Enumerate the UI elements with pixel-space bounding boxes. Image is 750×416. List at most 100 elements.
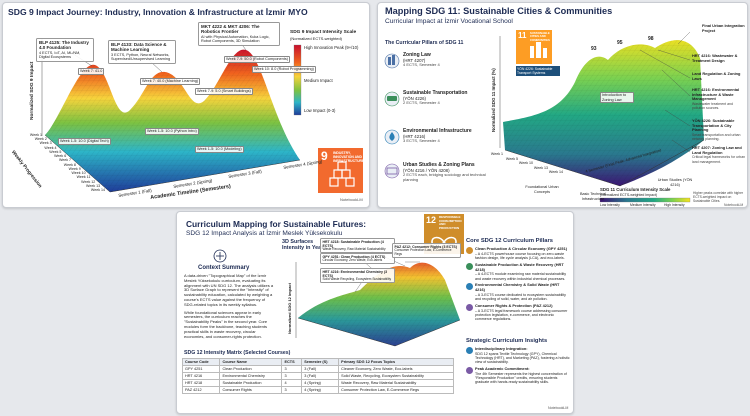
callout-title: HRT 4207: Zoning Law and Land Regulation — [692, 145, 742, 155]
surface-tag: YÖN 4226: Sustainable Transport Systems — [516, 66, 560, 77]
pillar-detail: 3 ECTS, Semester 4 — [403, 138, 440, 144]
table-cell: Semester (S) — [301, 358, 340, 366]
table-row: Course Code Course Name ECTS Semester (S) Pr… — [181, 358, 454, 366]
table-cell: GPY 4251 — [181, 365, 221, 373]
table-cell: Cleaner Economy, Zero Waste, Eco-labels — [338, 365, 454, 373]
insight: Peak Academic Commitment: The 4th Semeste… — [466, 367, 570, 385]
scale-subtitle: (Normalized ECTS-weighted Impact) — [600, 193, 657, 197]
week-label: Week 4 — [44, 145, 57, 150]
side-callout: Land Regulation & Zoning Laws — [692, 71, 746, 81]
table-cell: Solid Waste, Recycling, Ecosystem Sustai… — [338, 372, 454, 380]
peak-label: 95 — [617, 40, 623, 46]
table-cell: HRT 4216 — [181, 372, 221, 380]
callout-text: 3 ECTS, Python, Neural Networks, Supervi… — [111, 52, 171, 62]
scale-label: High Intensity — [664, 203, 685, 207]
callout-title: HRT 4218: Sustainable Production (4 ECTS… — [322, 239, 384, 248]
week-label: Week 1 — [29, 133, 42, 137]
table-cell: Waste Recovery, Raw Material Sustainabil… — [338, 379, 454, 387]
week-label: Week 2 — [34, 137, 47, 142]
table-cell: Clean Production — [219, 365, 283, 373]
table-title: SDG 12 Intensity Matrix (Selected Course… — [184, 350, 291, 356]
callout-text: Waste Recovery, Raw Material Sustainabil… — [322, 246, 386, 251]
week-label: Week 9 — [68, 166, 81, 171]
table-cell: Course Code — [181, 358, 221, 366]
table-cell: 3 — [281, 365, 303, 373]
panel-subtitle: Curricular Impact at İzmir Vocational Sc… — [385, 18, 513, 25]
axis-label: Normalized SDG 12 Impact — [287, 283, 292, 334]
week-label: Week 10 — [71, 171, 86, 176]
context-text: A data-driven "Topographical Map" of the… — [184, 273, 276, 342]
legend-label: High Innovation Peak (9+/10) — [304, 45, 359, 50]
callout-title: HRT 4216: Environmental Chemistry (3 ECT… — [322, 269, 388, 278]
week-label: Week 3 — [39, 141, 52, 146]
legend-label: Low Impact (0-3) — [304, 108, 336, 113]
week-label: Week 14 — [548, 170, 563, 174]
side-callout: HRT 4207: Zoning Law and Land Regulation… — [692, 145, 746, 164]
pillar-icon — [466, 247, 473, 254]
pillar: Sustainable Production & Waste Recovery … — [466, 262, 570, 281]
table-cell: Environmental Chemistry — [219, 372, 283, 380]
pillar-name: Sustainable Production & Waste Recovery … — [475, 262, 564, 272]
insight-body: Interdisciplinary Integration: SDG 12 spa… — [475, 347, 570, 365]
course-callout: BLP 4125: The Industry 4.0 Foundation 4 E… — [36, 38, 94, 62]
table-row: HRT 4216 Environmental Chemistry 3 3 (Fall)… — [181, 372, 454, 380]
insight-icon — [466, 347, 473, 354]
course-callout: BLP 4133: Data Science & Machine Learnin… — [108, 40, 176, 64]
legend-label: Medium Impact — [304, 78, 333, 83]
callout-text: 4 ECTS, IoT, AI, ML/NM, Digital Ecosyste… — [39, 50, 81, 60]
scale-note: Higher peaks correlate with higher ECTS-… — [693, 191, 744, 203]
table-cell: ECTS — [281, 358, 303, 366]
pillar-code: (YÖN 4216 / YÖN 4208) — [403, 168, 450, 173]
pillar-code: (HRT 4207) — [403, 58, 426, 63]
insight-name: Interdisciplinary Integration: — [475, 347, 528, 351]
axis-label: Normalized SDG 11 Impact (%) — [491, 68, 496, 132]
week-label: Week 5 — [49, 149, 62, 154]
week-label: Week 11 — [76, 175, 91, 180]
pillar-icon — [466, 303, 473, 311]
insight-text: The 4th Semester represents the highest … — [475, 371, 567, 385]
week-label: Week 13 — [533, 165, 548, 170]
credit: NotebookLM — [724, 203, 744, 207]
callout-title: Final Urban Integration Project — [702, 23, 745, 33]
pillar-body: Environmental Chemistry & Solid Waste (H… — [475, 283, 570, 301]
insights-list: Interdisciplinary Integration: SDG 12 spa… — [466, 347, 570, 387]
badge-text: SUSTAINABLE CITIES AND COMMUNITIES — [530, 31, 550, 42]
callout-title: PAZ 4212: Consumer Rights (3 ECTS) — [394, 244, 457, 249]
sdg11-surface — [384, 30, 705, 203]
table-cell: Sustainable Production — [219, 379, 283, 387]
week-label: Week 12 — [81, 179, 96, 184]
pillars-list: Clean Production & Circular Economy (GPY… — [466, 247, 570, 324]
insight-name: Peak Academic Commitment: — [475, 367, 530, 372]
side-callout: Final Urban Integration Project — [702, 23, 746, 33]
callout-title: BLP 4125: The Industry 4.0 Foundation — [39, 40, 89, 51]
badge-text: RESPONSIBLE CONSUMPTION AND PRODUCTION — [439, 215, 462, 230]
x-label: Basic Technical Infrastructure — [579, 192, 607, 201]
point-label: Week 1-5: 10.0 (Python Intro) — [145, 128, 199, 135]
week-label: Week 10 — [518, 161, 533, 165]
scale-title: SDG 11 Curriculum Intensity Scale — [600, 187, 671, 192]
pillar-text: – A 4-ECTS module examining raw material… — [475, 272, 567, 281]
insight-icon — [466, 367, 473, 375]
pillar-icon — [466, 283, 473, 291]
week-label: Week 13 — [86, 183, 101, 188]
table-cell: Course Name — [219, 358, 283, 366]
panel-subtitle: SDG 12 Impact Analysis at İzmir Meslek Y… — [186, 230, 343, 237]
pillar: Sustainable Transportation (YÖN 4226) 2 EC… — [403, 90, 491, 106]
paragraph: A data-driven "Topographical Map" of the… — [184, 273, 274, 307]
insight-text: SDG 12 spans Textile Technology (GPY), C… — [475, 351, 570, 365]
point-label: Week 7-9: 50.0 (Robot Components) — [224, 56, 290, 63]
credit: NotebookLM — [340, 197, 363, 202]
x-label: Urban Studies (YÖN 4216) — [657, 178, 693, 187]
sdg9-surface — [41, 38, 363, 193]
pillar-body: Sustainable Production & Waste Recovery … — [475, 263, 570, 281]
table-row: PAZ 4212 Consumer Rights 3 4 (Spring) Consum… — [181, 386, 454, 394]
axis-label: Normalized SDG 9 Impact — [30, 61, 35, 120]
side-callout: YÖN 4226: Sustainable Transportation & C… — [692, 118, 746, 141]
scale-label: Medium Intensity — [630, 203, 656, 207]
course-callout: GPY 4251: Clean Production (4 ECTS) Circu… — [320, 253, 395, 265]
pillar-icon — [466, 262, 473, 270]
peak-label: 93 — [591, 46, 597, 52]
callout-text: Solid Waste Recycling, Ecosystem Sustain… — [322, 276, 392, 281]
zone-label: Introduction to Zoning Law — [600, 92, 634, 104]
point-label: Week 7: 41.0 — [78, 68, 105, 75]
